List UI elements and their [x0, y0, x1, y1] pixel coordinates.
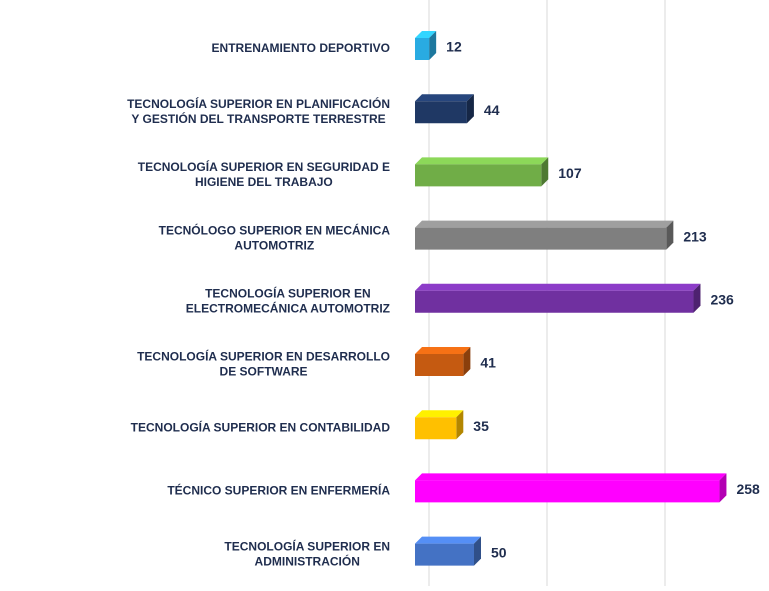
bar [415, 220, 674, 250]
bar-top [415, 157, 549, 165]
bar [415, 283, 701, 313]
category-label: TECNÓLOGO SUPERIOR EN MECÁNICA [159, 222, 391, 237]
category-label: ADMINISTRACIÓN [255, 553, 360, 568]
bar-side [456, 410, 464, 440]
bar-top [415, 283, 701, 291]
bar-side [474, 536, 481, 566]
value-label: 107 [558, 165, 582, 181]
bar-front [415, 354, 464, 376]
bar-side [693, 283, 701, 313]
bar-side [463, 347, 471, 376]
bar-top [415, 473, 727, 481]
category-label: AUTOMOTRIZ [234, 238, 314, 252]
bar-top [415, 220, 674, 228]
bar [415, 94, 474, 124]
bar-side [666, 220, 674, 250]
category-label: TECNOLOGÍA SUPERIOR EN [205, 285, 371, 300]
bar-top [415, 347, 471, 354]
bar [415, 536, 481, 566]
category-label: TÉCNICO SUPERIOR EN ENFERMERÍA [167, 483, 390, 498]
bar-front [415, 38, 430, 60]
bar-front [415, 543, 474, 566]
value-label: 236 [710, 292, 734, 308]
bar-front [415, 290, 694, 313]
category-label: TECNOLOGÍA SUPERIOR EN PLANIFICACIÓN [127, 96, 390, 111]
value-label: 12 [446, 39, 462, 55]
bar-side [466, 94, 474, 124]
value-label: 50 [491, 544, 507, 560]
category-label: TECNOLOGÍA SUPERIOR EN [224, 538, 390, 553]
bar [415, 473, 727, 503]
bar-top [415, 31, 437, 38]
value-label: 213 [683, 228, 707, 244]
bar-top [415, 410, 464, 418]
category-label: Y GESTIÓN DEL TRANSPORTE TERRESTRE [131, 111, 385, 126]
value-label: 41 [480, 355, 496, 371]
bar-side [429, 31, 437, 60]
bar-front [415, 164, 542, 187]
value-label: 44 [484, 102, 500, 118]
bar [415, 410, 464, 440]
category-label: TECNOLOGÍA SUPERIOR EN CONTABILIDAD [131, 419, 391, 434]
category-label: TECNOLOGÍA SUPERIOR EN DESARROLLO [137, 349, 390, 364]
bar-front [415, 480, 720, 503]
category-label: DE SOFTWARE [220, 365, 308, 379]
bar [415, 347, 471, 376]
bar-front [415, 101, 467, 124]
bar-front [415, 227, 667, 250]
bar [415, 157, 549, 187]
category-label: ELECTROMECÁNICA AUTOMOTRIZ [186, 300, 390, 315]
bar-top [415, 94, 474, 102]
category-label: HIGIENE DEL TRABAJO [195, 175, 333, 189]
bar-top [415, 536, 481, 544]
category-label: TECNOLOGÍA SUPERIOR EN SEGURIDAD E [138, 159, 390, 174]
bar-front [415, 417, 457, 440]
bar [415, 31, 437, 60]
category-label: ENTRENAMIENTO DEPORTIVO [212, 41, 390, 55]
bar-side [719, 473, 727, 503]
value-label: 35 [473, 418, 489, 434]
bar-side [541, 157, 549, 187]
value-label: 258 [736, 481, 760, 497]
